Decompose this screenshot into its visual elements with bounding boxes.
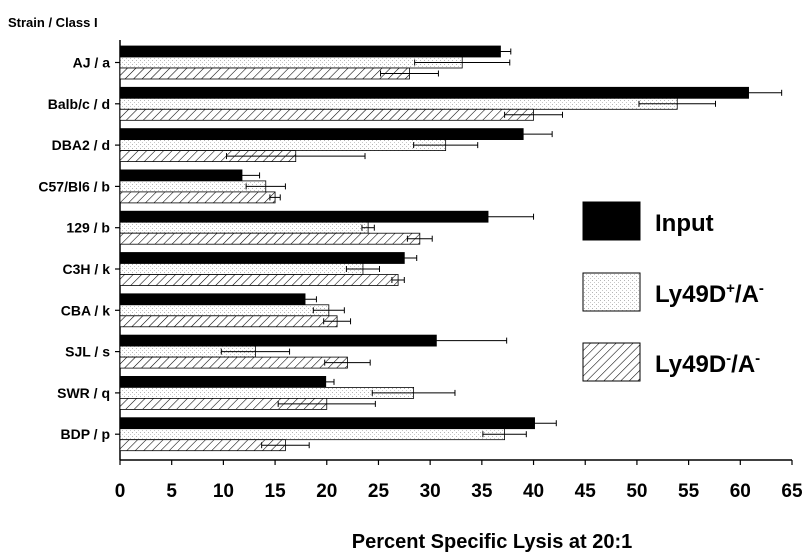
x-tick-label: 30	[420, 481, 441, 502]
category-label: SJL / s	[65, 344, 110, 360]
x-tick-label: 55	[678, 481, 700, 502]
bar	[119, 56, 463, 69]
bar	[119, 252, 405, 264]
x-tick-label: 15	[265, 481, 287, 502]
category-label: 129 / b	[66, 220, 110, 236]
bar	[119, 375, 327, 388]
x-tick-label: 45	[575, 481, 597, 502]
bar	[119, 315, 338, 328]
legend-label: Ly49D-/A-	[655, 350, 760, 378]
bar	[119, 45, 501, 58]
category-header: Strain / Class I	[8, 15, 98, 30]
x-tick-label: 60	[730, 481, 751, 502]
bar	[119, 108, 534, 121]
category-label: CBA / k	[61, 302, 110, 318]
bar	[119, 263, 364, 275]
bar	[119, 210, 489, 223]
category-label: BDP / p	[60, 426, 110, 442]
bar	[119, 221, 369, 234]
x-tick-label: 10	[213, 481, 234, 502]
legend-swatch	[582, 342, 641, 382]
legend: Input Ly49D+/A- Ly49D-/A-	[582, 201, 764, 382]
bar	[119, 356, 348, 369]
bar	[119, 191, 276, 204]
bar	[119, 97, 678, 110]
legend-swatch	[582, 201, 641, 241]
bar	[119, 86, 749, 99]
x-axis-title: Percent Specific Lysis at 20:1	[352, 531, 633, 553]
legend-label: Input	[655, 210, 714, 237]
bar	[119, 274, 399, 286]
category-label: C3H / k	[63, 261, 111, 277]
legend-swatch	[582, 272, 641, 312]
x-tick-label: 35	[471, 481, 493, 502]
bar	[119, 128, 524, 141]
bar	[119, 169, 243, 182]
bar	[119, 386, 415, 399]
x-tick-label: 25	[368, 481, 390, 502]
plot-area: 0 5 10 15 20 25 30 35 40 45 50 55 60 65 AJ / a Balb/c /…	[38, 40, 803, 502]
bar	[119, 180, 267, 193]
bar	[119, 139, 447, 152]
x-tick-label: 20	[316, 481, 337, 502]
category-label: SWR / q	[57, 385, 110, 401]
x-tick-label: 65	[781, 481, 803, 502]
bar	[119, 417, 535, 430]
x-tick-label: 0	[115, 481, 126, 502]
bar	[119, 293, 306, 306]
category-label: AJ / a	[73, 55, 111, 71]
bar	[119, 439, 286, 452]
category-label: C57/Bl6 / b	[38, 178, 110, 194]
x-tick-label: 40	[523, 481, 544, 502]
bar	[119, 67, 410, 80]
bar	[119, 304, 330, 317]
x-tick-label: 50	[626, 481, 647, 502]
category-label: DBA2 / d	[52, 137, 110, 153]
x-tick-label: 5	[166, 481, 177, 502]
legend-label: Ly49D+/A-	[655, 280, 764, 308]
bar	[119, 428, 505, 441]
category-label: Balb/c / d	[48, 96, 110, 112]
bar	[119, 232, 421, 245]
